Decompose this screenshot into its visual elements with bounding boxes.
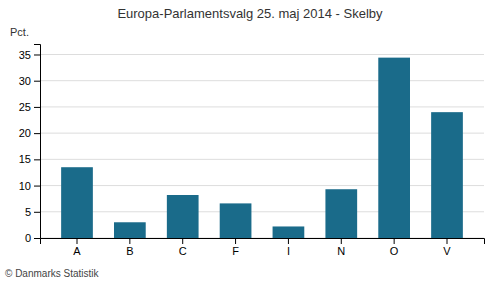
y-tick-label: 20 [19,127,31,139]
grid-line [40,133,484,134]
y-tick-mark [34,238,40,239]
grid-line [40,106,484,107]
y-tick-mark [34,107,40,108]
bar [431,112,463,238]
y-tick: 35 [19,49,40,61]
x-tick-mark [235,238,236,244]
x-tick-label: N [337,245,345,257]
y-tick: 5 [25,206,40,218]
bars [61,58,463,238]
bar [273,226,305,238]
y-tick-label: 5 [25,206,31,218]
x-tick-label: O [390,245,399,257]
x-tick: O [390,238,399,257]
x-tick-label: A [73,245,81,257]
bar [220,203,252,238]
x-tick: C [179,238,187,257]
grid [40,54,484,238]
y-tick-mark [34,159,40,160]
chart: Europa-Parlamentsvalg 25. maj 2014 - Ske… [0,0,500,282]
bar [114,222,146,238]
x-tick-label: V [443,245,451,257]
x-tick: A [73,238,81,257]
y-axis-line [34,45,41,239]
grid-line [40,80,484,81]
x-tick-label: B [126,245,133,257]
title: Europa-Parlamentsvalg 25. maj 2014 - Ske… [117,6,383,21]
bar [378,58,410,238]
y-tick-mark [34,54,40,55]
x-tick-mark [129,238,130,244]
y-tick-label: 15 [19,153,31,165]
grid-line [40,185,484,186]
x-tick: N [337,238,345,257]
y-tick: 10 [19,180,40,192]
y-tick: 20 [19,127,40,139]
y-tick-label: 25 [19,101,31,113]
x-tick-mark [394,238,395,244]
y-tick-mark [34,186,40,187]
x-axis: ABCFINOV [41,238,485,257]
x-tick-mark [77,238,78,244]
x-tick: I [287,238,290,257]
x-axis-line [41,239,485,245]
x-tick-mark [182,238,183,244]
footer: © Danmarks Statistik [5,268,100,279]
y-tick-label: 30 [19,75,31,87]
y-tick-label: 0 [25,232,31,244]
x-tick-label: C [179,245,187,257]
x-tick-label: I [287,245,290,257]
y-tick-mark [34,81,40,82]
bar [325,189,357,238]
bar [167,195,199,238]
grid-line [40,54,484,55]
bar [61,167,93,238]
grid-line [40,211,484,212]
plot: 0 5 10 15 20 25 30 35 A B C F I N O V [19,45,485,257]
y-tick: 0 [25,232,40,244]
x-tick-mark [341,238,342,244]
x-tick: V [443,238,451,257]
x-tick-mark [447,238,448,244]
y-tick: 15 [19,153,40,165]
x-tick-mark [288,238,289,244]
y-tick-mark [34,212,40,213]
y-tick-label: 10 [19,180,31,192]
x-tick-label: F [232,245,239,257]
y-tick-mark [34,133,40,134]
y-axis: 0 5 10 15 20 25 30 35 [19,45,41,245]
y-tick: 30 [19,75,40,87]
y-label: Pct. [10,26,29,38]
x-tick: B [126,238,133,257]
grid-line [40,159,484,160]
y-tick-label: 35 [19,49,31,61]
x-tick: F [232,238,239,257]
y-tick: 25 [19,101,40,113]
